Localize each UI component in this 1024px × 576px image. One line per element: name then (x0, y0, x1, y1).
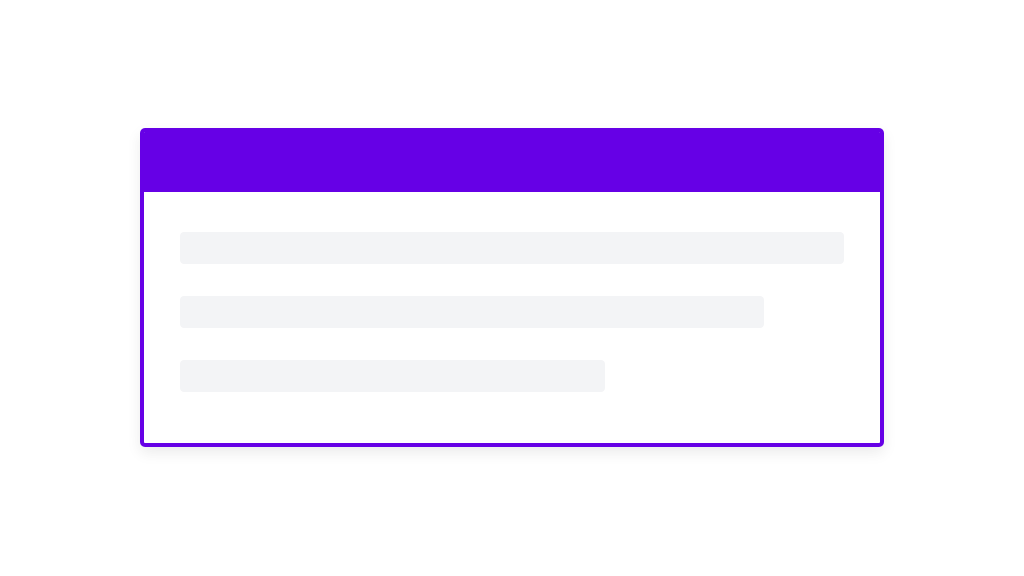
card-header (144, 132, 880, 192)
loading-card (140, 128, 884, 447)
skeleton-line-2 (180, 296, 765, 328)
skeleton-line-3 (180, 360, 605, 392)
skeleton-line-1 (180, 232, 844, 264)
